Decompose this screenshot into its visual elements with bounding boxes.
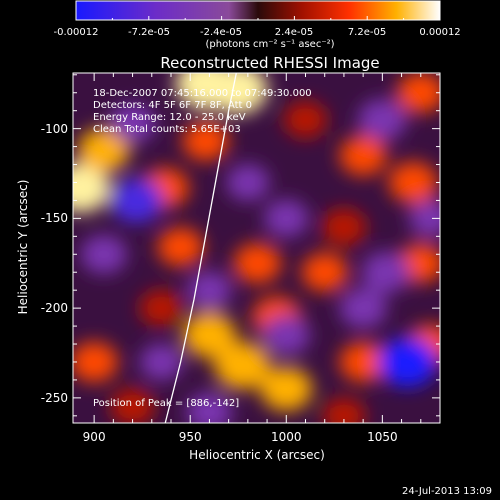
heatmap-blob	[139, 289, 183, 327]
y-tick-label: -150	[40, 211, 68, 226]
heatmap-blob	[262, 314, 310, 356]
chart-title: Reconstructed RHESSI Image	[160, 54, 380, 72]
x-tick-label: 950	[178, 430, 202, 444]
colorbar-tick-label: -0.00012	[53, 27, 99, 38]
y-tick-label: -100	[40, 121, 68, 136]
heatmap-blob	[233, 243, 282, 284]
heatmap-blob	[339, 135, 387, 176]
peak-position-label: Position of Peak = [886,-142]	[93, 398, 240, 409]
detectors-label: Detectors: 4F 5F 6F 7F 8F, Att 0	[93, 100, 253, 111]
colorbar-tick-label: 7.2e-05	[347, 27, 387, 38]
heatmap-blob	[388, 161, 438, 204]
heatmap-blob	[321, 208, 367, 247]
time-range-label: 18-Dec-2007 07:45:16.000 to 07:49:30.000	[93, 88, 312, 99]
heatmap-blob	[80, 234, 127, 274]
heatmap-blob	[109, 177, 163, 223]
heatmap-blob	[260, 366, 313, 411]
x-tick-label: 1000	[271, 430, 302, 444]
colorbar-unit-label: (photons cm⁻² s⁻¹ asec⁻²)	[205, 39, 335, 50]
heatmap-blob	[157, 227, 204, 267]
x-tick-label: 1050	[367, 430, 398, 444]
colorbar-tick-label: 2.4e-05	[274, 27, 314, 38]
energy-range-label: Energy Range: 12.0 - 25.0 keV	[93, 112, 246, 123]
timestamp: 24-Jul-2013 13:09	[401, 486, 492, 497]
heatmap-blob	[357, 98, 407, 141]
heatmap-blob	[301, 252, 348, 292]
colorbar-tick-label: -7.2e-05	[128, 27, 170, 38]
colorbar-tick-label: -2.4e-05	[200, 27, 242, 38]
heatmap-blob	[226, 164, 270, 201]
heatmap-blob	[139, 343, 183, 381]
y-axis-label: Heliocentric Y (arcsec)	[16, 179, 30, 315]
heatmap-blob	[214, 341, 270, 390]
algorithm-counts-label: Clean Total counts: 5.65E+03	[93, 124, 241, 135]
y-tick-label: -200	[40, 301, 68, 316]
y-tick-label: -250	[40, 390, 68, 405]
heatmap-blob	[283, 101, 328, 139]
heatmap-blob	[263, 199, 309, 238]
x-tick-label: 900	[82, 430, 106, 444]
colorbar-tick-label: 0.00012	[419, 27, 461, 38]
heatmap-blob	[339, 287, 387, 329]
x-axis-label: Heliocentric X (arcsec)	[189, 448, 325, 462]
colorbar	[75, 0, 441, 21]
heatmap-blob	[361, 251, 411, 293]
heatmap-blob	[378, 337, 437, 387]
heatmap-blob	[187, 271, 232, 310]
colorbar-gradient	[75, 0, 441, 21]
